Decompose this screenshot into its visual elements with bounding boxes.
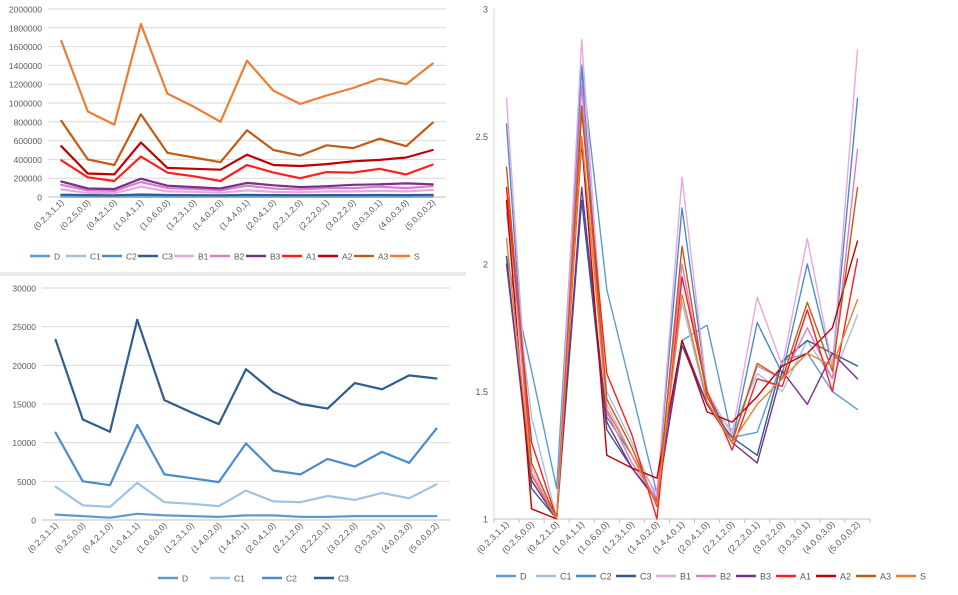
- y-tick-label: 20000: [12, 361, 36, 371]
- legend-label-c2: C2: [286, 574, 297, 584]
- legend-label-d: D: [54, 252, 60, 262]
- legend-label-c1: C1: [560, 572, 572, 582]
- legend-label-a2: A2: [840, 572, 851, 582]
- y-tick-label: 400000: [14, 155, 43, 165]
- series-line-d: [54, 512, 438, 519]
- y-tick-label: 2: [483, 260, 488, 270]
- legend-label-a1: A1: [306, 252, 317, 262]
- legend-label-d: D: [520, 572, 527, 582]
- y-tick-label: 30000: [12, 284, 36, 294]
- y-tick-label: 1200000: [9, 80, 42, 90]
- y-tick-label: 1600000: [9, 42, 42, 52]
- y-tick-label: 2.5: [475, 132, 488, 142]
- series-line-b2: [60, 180, 434, 192]
- y-tick-label: 200000: [14, 174, 43, 184]
- chart-panel-right: 1 1.5 2 2.5 3 (0.2,3,1,1) (0.2,5,0,0) (0.4,2,1,…: [466, 0, 958, 595]
- y-tick-label: 1000000: [9, 99, 42, 109]
- y-tick-label: 25000: [12, 322, 36, 332]
- legend-label-c3: C3: [640, 572, 652, 582]
- series-line-c2: [54, 423, 438, 487]
- legend-label-s: S: [414, 252, 420, 262]
- legend-label-b2: B2: [720, 572, 731, 582]
- y-tick-label: 1: [483, 515, 488, 525]
- y-tick-label: 5000: [17, 477, 36, 487]
- legend-label-s: S: [920, 572, 926, 582]
- series-line-c1: [54, 481, 438, 508]
- y-tick-label: 1400000: [9, 61, 42, 71]
- series-line-b1: [60, 185, 434, 195]
- series-line-a1: [60, 155, 434, 183]
- legend-label-a1: A1: [800, 572, 811, 582]
- series-line-c3: [60, 193, 434, 197]
- legend-label-b2: B2: [234, 252, 245, 262]
- legend-label-c2: C2: [126, 252, 137, 262]
- chart-panel-top-left: 0 200000 400000 600000 800000 1000000 1200000 1…: [0, 0, 466, 272]
- legend-label-c1: C1: [90, 252, 101, 262]
- legend-label-c3: C3: [162, 252, 173, 262]
- series-line-b3: [60, 177, 434, 191]
- y-tick-label: 15000: [12, 400, 36, 410]
- y-tick-label: 3: [483, 5, 488, 15]
- legend-label-c3: C3: [338, 574, 349, 584]
- series-line-c3: [54, 318, 438, 433]
- legend-label-c1: C1: [234, 574, 245, 584]
- series-line-b1: [505, 38, 859, 520]
- legend-label-a3: A3: [880, 572, 891, 582]
- chart-panel-bottom-left: 0 5000 10000 15000 20000 25000 30000 (0.2,3,1,1…: [0, 276, 466, 595]
- legend-label-b1: B1: [198, 252, 209, 262]
- y-tick-label: 10000: [12, 438, 36, 448]
- legend-label-b3: B3: [270, 252, 281, 262]
- series-line-s: [505, 135, 859, 520]
- line-chart-d-c-series: 050001000015000200002500030000(0.2,3,1,1…: [12, 284, 450, 584]
- y-tick-label: 2000000: [9, 5, 42, 15]
- y-tick-label: 0: [37, 193, 42, 203]
- legend-label-b1: B1: [680, 572, 691, 582]
- series-line-a3: [60, 113, 434, 167]
- series-line-a2: [60, 141, 434, 176]
- legend-label-a2: A2: [342, 252, 353, 262]
- y-tick-label: 600000: [14, 136, 43, 146]
- y-tick-label: 1800000: [9, 23, 42, 33]
- line-chart-ratio: 11.522.53(0.2,3,1,1)(0.2,5,0,0)(0.4,2,1,…: [475, 5, 926, 582]
- legend-label-c2: C2: [600, 572, 612, 582]
- legend-label-d: D: [182, 574, 188, 584]
- line-chart-all-series: 0 200000 400000 600000 800000 1000000 1200000 1…: [9, 5, 446, 262]
- y-tick-label: 1.5: [475, 387, 488, 397]
- legend-label-a3: A3: [378, 252, 389, 262]
- y-tick-label: 0: [31, 516, 36, 526]
- series-line-s: [60, 22, 434, 126]
- legend-label-b3: B3: [760, 572, 771, 582]
- y-tick-label: 800000: [14, 117, 43, 127]
